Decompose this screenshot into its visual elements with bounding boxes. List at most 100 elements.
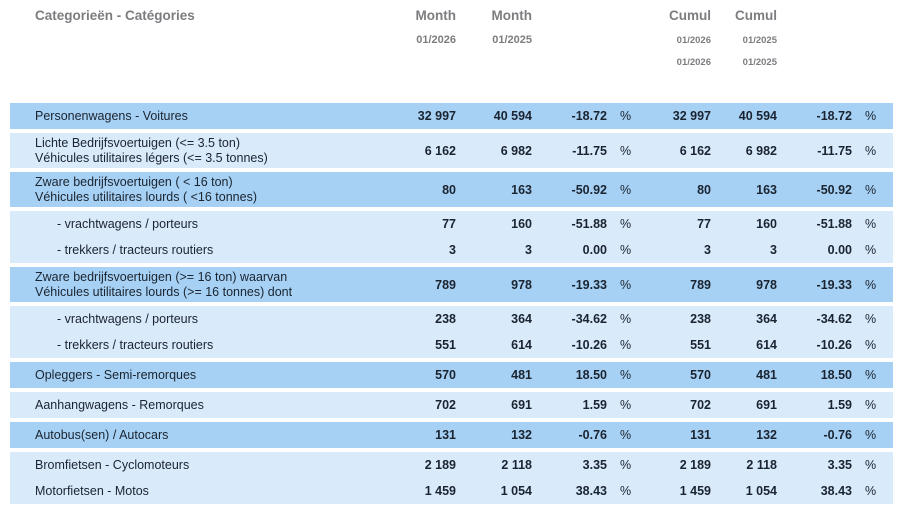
cumul-2025-period-line2: 01/2025 — [742, 57, 777, 68]
cumul-2026-value: 32 997 — [672, 109, 711, 123]
category-label-nl: - trekkers / tracteurs routiers — [57, 337, 214, 352]
cumul-percent-change: 38.43 — [820, 484, 852, 498]
month-2026-value: 80 — [442, 182, 456, 197]
cumul-percent-change: -50.92 — [816, 182, 852, 197]
month-2026-value: 551 — [435, 338, 456, 352]
cumul-2025-value: 978 — [756, 277, 777, 292]
month-percent-change: 38.43 — [575, 484, 607, 498]
month-2025-value: 614 — [511, 338, 532, 352]
category-label-nl: Personenwagens - Voitures — [35, 108, 188, 123]
category-label-nl: Opleggers - Semi-remorques — [35, 367, 197, 382]
cumul-2025-value: 160 — [756, 217, 777, 231]
category-label-nl: Bromfietsen - Cyclomoteurs — [35, 457, 190, 472]
month-2025-column-header: Month 01/2025 — [456, 0, 532, 99]
cumul-2026-value: 131 — [690, 428, 711, 442]
cumul-percent-sign: % — [865, 458, 877, 472]
month-2026-value: 77 — [442, 217, 456, 231]
cumul-percent-change: -34.62 — [816, 312, 852, 326]
month-2026-value: 32 997 — [417, 109, 456, 123]
month-percent-change: -19.33 — [571, 277, 607, 292]
cumul-2025-value: 691 — [756, 398, 777, 412]
month-2025-value: 132 — [511, 428, 532, 442]
table-row: Zware bedrijfsvoertuigen ( < 16 ton) Véh… — [10, 172, 893, 207]
cumul-2026-value: 238 — [690, 312, 711, 326]
category-cell: - trekkers / tracteurs routiers — [10, 243, 376, 258]
category-cell: Aanhangwagens - Remorques — [10, 398, 376, 413]
cumul-percent-sign: % — [865, 484, 877, 498]
cumul-percent-change: 1.59 — [827, 398, 852, 412]
cumul-percent-sign: % — [865, 338, 877, 352]
category-label-nl: Zware bedrijfsvoertuigen (>= 16 ton) waa… — [35, 270, 288, 284]
category-cell: Personenwagens - Voitures — [10, 109, 376, 124]
cumul-2025-period-line1: 01/2025 — [742, 35, 777, 46]
month-percent-sign: % — [620, 109, 632, 123]
table-row: - trekkers / tracteurs routiers 551 614 … — [10, 332, 893, 358]
month-2026-value: 3 — [449, 243, 456, 257]
table-row: Autobus(sen) / Autocars 131 132 -0.76 % … — [10, 422, 893, 448]
month-2025-value: 160 — [511, 217, 532, 231]
category-label-nl: - vrachtwagens / porteurs — [57, 311, 199, 326]
category-label-nl: Lichte Bedrijfsvoertuigen (<= 3.5 ton) — [35, 136, 240, 150]
cumul-percent-sign: % — [865, 143, 877, 158]
cumul-2025-value: 614 — [756, 338, 777, 352]
category-cell: Opleggers - Semi-remorques — [10, 368, 376, 383]
month-2025-value: 163 — [511, 182, 532, 197]
category-cell: - vrachtwagens / porteurs — [10, 217, 376, 232]
cumul-2026-period-line1: 01/2026 — [676, 35, 711, 46]
month-percent-sign: % — [620, 338, 632, 352]
month-2025-value: 3 — [525, 243, 532, 257]
month-percent-change: 0.00 — [582, 243, 607, 257]
month-percent-change: -51.88 — [571, 217, 607, 231]
cumul-2025-value: 1 054 — [745, 484, 777, 498]
cumul-percent-sign: % — [865, 277, 877, 292]
month-2026-value: 6 162 — [424, 143, 456, 158]
month-2025-label: Month — [491, 8, 532, 23]
category-cell: Motorfietsen - Motos — [10, 484, 376, 499]
month-percent-change: -0.76 — [578, 428, 608, 442]
cumul-percent-change: -19.33 — [816, 277, 852, 292]
table-row: Zware bedrijfsvoertuigen (>= 16 ton) waa… — [10, 267, 893, 302]
month-percent-sign: % — [620, 428, 632, 442]
table-row: Motorfietsen - Motos 1 459 1 054 38.43 %… — [10, 478, 893, 504]
table-header: Categorieën - Catégories Month 01/2026 M… — [10, 0, 893, 99]
table-row: Lichte Bedrijfsvoertuigen (<= 3.5 ton) V… — [10, 133, 893, 168]
cumul-percent-change: -11.75 — [817, 143, 852, 158]
month-2026-value: 238 — [435, 312, 456, 326]
table-row: Opleggers - Semi-remorques 570 481 18.50… — [10, 362, 893, 388]
month-pct-header-spacer — [532, 0, 607, 99]
month-percent-sign: % — [620, 458, 632, 472]
cumul-2026-value: 551 — [690, 338, 711, 352]
cumul-2026-column-header: Cumul 01/2026 01/2026 — [633, 0, 711, 99]
category-label-nl: Aanhangwagens - Remorques — [35, 397, 204, 412]
cumul-2026-label: Cumul — [669, 8, 711, 23]
category-cell: Bromfietsen - Cyclomoteurs — [10, 458, 376, 473]
table-row: - vrachtwagens / porteurs 77 160 -51.88 … — [10, 211, 893, 237]
table-row: Aanhangwagens - Remorques 702 691 1.59 %… — [10, 392, 893, 418]
month-percent-change: -18.72 — [571, 109, 607, 123]
cumul-percent-sign: % — [865, 109, 877, 123]
month-2026-value: 702 — [435, 398, 456, 412]
cumul-percent-sign: % — [865, 312, 877, 326]
cumul-2026-value: 570 — [690, 368, 711, 382]
cumul-2026-value: 702 — [690, 398, 711, 412]
cumul-percent-change: -0.76 — [823, 428, 853, 442]
month-2026-value: 131 — [435, 428, 456, 442]
month-2025-period: 01/2025 — [492, 34, 532, 46]
cumul-percent-sign: % — [865, 243, 877, 257]
cumul-2025-value: 132 — [756, 428, 777, 442]
cumul-2025-value: 364 — [756, 312, 777, 326]
month-percent-sign: % — [620, 243, 632, 257]
cumul-percent-change: -51.88 — [816, 217, 852, 231]
month-2026-column-header: Month 01/2026 — [376, 0, 456, 99]
month-2026-value: 1 459 — [424, 484, 456, 498]
cumul-percent-change: -10.26 — [816, 338, 852, 352]
month-percent-change: 3.35 — [582, 458, 607, 472]
cumul-2026-value: 2 189 — [679, 458, 711, 472]
table-row: - trekkers / tracteurs routiers 3 3 0.00… — [10, 237, 893, 263]
cumul-percent-change: 18.50 — [820, 368, 852, 382]
category-label-nl: Zware bedrijfsvoertuigen ( < 16 ton) — [35, 175, 233, 189]
month-pct-sign-header-spacer — [607, 0, 633, 99]
cumul-percent-sign: % — [865, 428, 877, 442]
month-percent-change: -34.62 — [571, 312, 607, 326]
month-2026-label: Month — [415, 8, 456, 23]
